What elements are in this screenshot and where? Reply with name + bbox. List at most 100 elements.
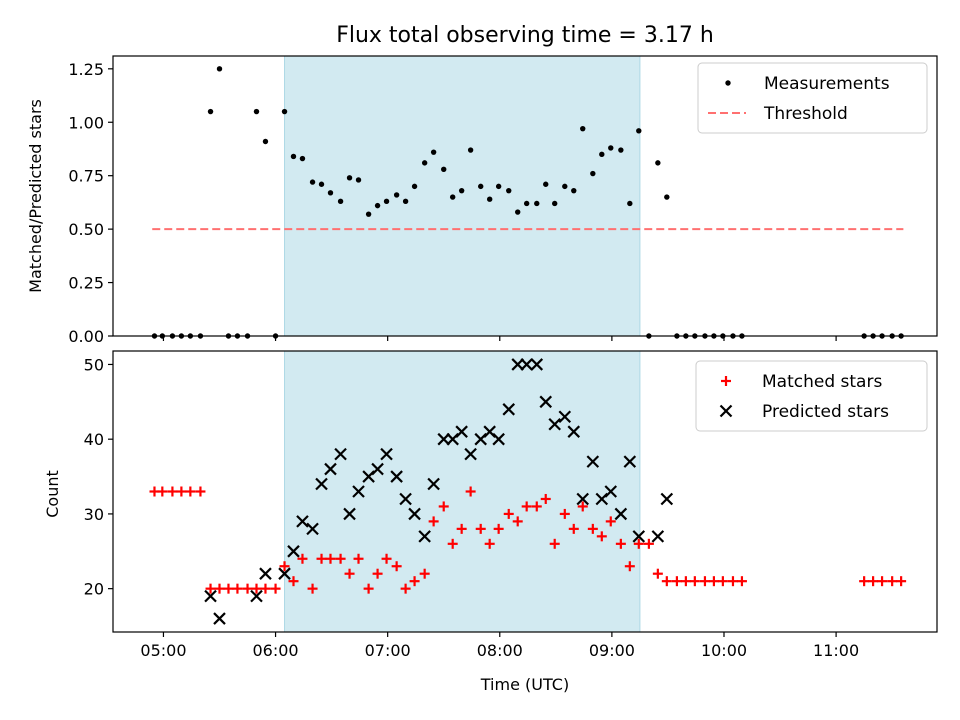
data-point [372,568,383,579]
data-point [559,508,570,519]
data-point [242,583,253,594]
data-point [587,523,598,534]
data-point [309,179,316,185]
y-tick-label: 30 [84,505,104,524]
data-point [558,410,572,424]
y-tick-label: 0.25 [68,274,104,293]
data-point [643,538,654,549]
data-point [253,108,260,115]
data-point [419,568,430,579]
data-point [627,200,633,207]
data-point [213,612,226,625]
data-point [655,160,661,166]
series-matched-stars [149,486,907,594]
data-point [562,183,568,190]
data-point [633,538,644,549]
data-point [608,145,614,151]
data-point [868,576,879,587]
legend-item: Threshold [708,104,848,124]
data-point [287,545,300,558]
data-point [402,198,409,205]
data-point [418,530,431,543]
legend-marker [719,404,733,418]
data-point [493,523,504,534]
x-tick-label: 06:00 [253,641,299,660]
data-point [315,477,328,491]
data-point [455,425,468,438]
data-point [167,486,178,497]
data-point [530,358,544,371]
data-point [877,576,888,587]
data-point [270,583,281,594]
data-point [539,395,553,409]
data-point [365,211,372,217]
data-point [157,486,168,497]
x-tick-label: 07:00 [365,641,411,660]
data-point [393,192,400,198]
data-point [380,447,393,461]
count-y-axis-label: Count [43,470,62,518]
data-point [567,425,581,438]
data-point [495,183,502,190]
data-point [521,501,532,512]
ratio-y-axis-label: Matched/Predicted stars [26,99,45,293]
ratio-panel: 0.00 0.25 0.50 0.75 1.00 1.25 Measurements Thre… [68,55,938,346]
data-point [651,530,665,543]
data-point [343,507,356,521]
legend-label: Threshold [763,104,848,124]
data-point [478,183,484,190]
data-point [427,477,440,491]
data-point [214,583,225,594]
data-point [437,432,450,446]
data-point [381,553,392,564]
x-tick-label: 08:00 [477,641,523,660]
data-point [334,447,347,461]
data-point [576,492,590,506]
data-point [278,567,291,580]
data-point [632,530,646,543]
data-point [207,108,214,115]
data-point [552,200,558,207]
data-point [447,538,458,549]
data-point [363,583,374,594]
series-predicted-stars [204,358,674,625]
data-point [318,181,325,187]
y-tick-label: 50 [84,355,104,374]
data-point [296,515,309,528]
data-point [523,200,530,207]
legend-marker [721,376,731,386]
data-point [371,462,384,476]
legend-label: Predicted stars [762,402,889,422]
data-point [438,501,449,512]
data-point [680,576,691,587]
data-point [421,160,428,166]
y-tick-label: 20 [84,580,104,599]
data-point [467,147,474,153]
data-point [568,523,579,534]
data-point [506,187,512,194]
data-point [727,576,738,587]
data-point [661,576,672,587]
data-point [512,516,523,527]
data-point [408,507,421,521]
data-point [441,166,447,172]
data-point [307,583,318,594]
axes-frame [112,55,938,337]
data-point [708,576,719,587]
data-point [699,576,710,587]
data-point [279,561,290,572]
data-point [346,175,353,181]
data-point [299,155,306,162]
data-point [223,583,234,594]
data-point [887,576,898,587]
data-point [540,493,551,504]
data-point [428,516,439,527]
y-tick-label: 0.00 [68,327,104,346]
data-point [400,583,411,594]
data-point [571,187,577,194]
data-point [232,583,243,594]
data-point [411,183,418,190]
data-point [195,486,206,497]
data-point [297,553,308,564]
axes-frame [112,350,938,633]
